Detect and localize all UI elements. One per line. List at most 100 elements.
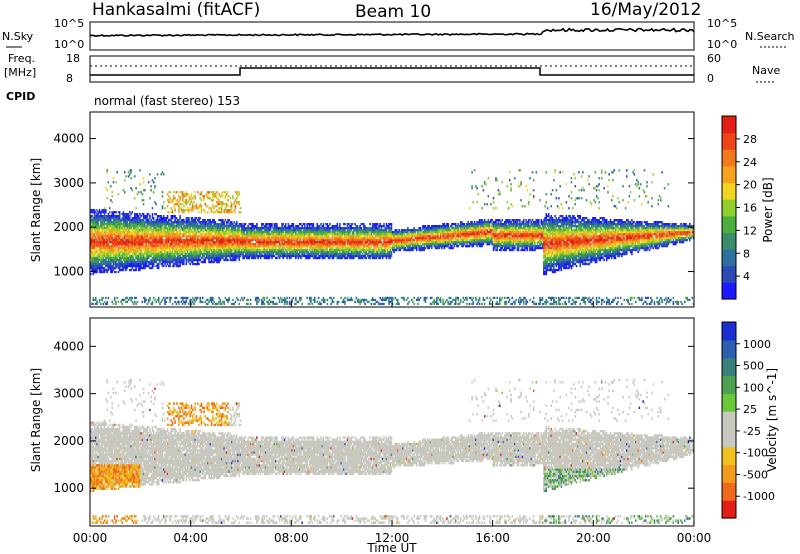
power-cell bbox=[199, 203, 202, 206]
power-cell bbox=[110, 250, 112, 254]
power-cell bbox=[139, 219, 141, 222]
power-cell bbox=[149, 173, 151, 176]
power-cell bbox=[117, 250, 120, 254]
power-cell bbox=[144, 252, 146, 256]
power-cell bbox=[176, 199, 179, 202]
power-cell bbox=[259, 239, 262, 242]
power-cell bbox=[121, 231, 124, 234]
power-cell bbox=[103, 252, 106, 256]
power-cell bbox=[228, 233, 230, 236]
power-cell bbox=[243, 256, 246, 260]
power-cell bbox=[100, 268, 102, 272]
power-cell bbox=[156, 215, 159, 218]
power-cell bbox=[155, 221, 157, 224]
power-cell bbox=[190, 201, 193, 204]
power-cell bbox=[280, 296, 282, 300]
power-cell bbox=[139, 252, 141, 256]
power-cell bbox=[149, 237, 151, 240]
power-cell bbox=[139, 169, 141, 172]
power-cell bbox=[220, 205, 223, 208]
power-cell bbox=[129, 239, 131, 242]
power-cell bbox=[344, 241, 346, 244]
power-cell bbox=[96, 217, 98, 220]
power-cell bbox=[190, 195, 193, 198]
power-cell bbox=[161, 205, 164, 208]
power-cell bbox=[159, 245, 161, 248]
power-cell bbox=[101, 233, 103, 236]
power-cell bbox=[121, 246, 124, 250]
power-cell bbox=[159, 302, 161, 306]
power-cell bbox=[135, 243, 137, 246]
power-cell bbox=[90, 217, 92, 220]
power-cell bbox=[136, 246, 139, 250]
power-cell bbox=[100, 231, 102, 234]
power-cell bbox=[127, 258, 130, 262]
power-cell bbox=[113, 250, 116, 254]
power-cell bbox=[156, 223, 159, 226]
power-cell bbox=[151, 225, 154, 228]
power-cell bbox=[157, 221, 160, 224]
power-cell bbox=[142, 246, 145, 250]
power-cell bbox=[276, 302, 278, 306]
power-cell bbox=[132, 219, 135, 222]
power-cell bbox=[124, 219, 126, 222]
power-cell bbox=[186, 237, 189, 240]
power-cell bbox=[96, 231, 98, 234]
power-cell bbox=[124, 256, 126, 260]
power-cell bbox=[194, 229, 196, 232]
power-cell bbox=[129, 264, 131, 268]
power-cell bbox=[98, 300, 101, 304]
power-cell bbox=[159, 225, 161, 228]
power-cell bbox=[157, 250, 160, 254]
power-cell bbox=[115, 235, 117, 238]
power-cell bbox=[98, 243, 101, 246]
power-cell bbox=[210, 223, 213, 226]
power-cell bbox=[93, 213, 96, 216]
power-cell bbox=[132, 235, 135, 238]
power-cell bbox=[286, 296, 288, 300]
power-cell bbox=[156, 233, 159, 236]
power-cell bbox=[124, 223, 126, 226]
power-cell bbox=[92, 254, 95, 258]
power-cell bbox=[140, 237, 142, 240]
power-cell bbox=[111, 229, 113, 232]
power-cell bbox=[157, 258, 160, 262]
power-cell bbox=[183, 262, 185, 266]
power-cell bbox=[131, 256, 134, 260]
power-cell bbox=[101, 235, 103, 238]
power-cell bbox=[134, 213, 136, 216]
power-cell bbox=[131, 229, 134, 232]
power-cell bbox=[90, 256, 92, 260]
power-cell bbox=[96, 227, 98, 230]
power-cell bbox=[228, 195, 230, 198]
power-cell bbox=[244, 223, 247, 226]
power-cell bbox=[113, 248, 116, 252]
power-cell bbox=[100, 250, 102, 254]
power-cell bbox=[126, 215, 129, 218]
power-cell bbox=[106, 245, 108, 248]
power-cell bbox=[247, 225, 249, 228]
power-cell bbox=[157, 215, 160, 218]
power-cell bbox=[344, 254, 346, 258]
power-cell bbox=[161, 225, 164, 228]
power-cell bbox=[140, 239, 142, 242]
power-cell bbox=[155, 245, 157, 248]
power-cell bbox=[118, 252, 121, 256]
power-cell bbox=[230, 205, 233, 208]
power-cell bbox=[129, 221, 131, 224]
power-cell bbox=[191, 205, 194, 208]
power-cell bbox=[166, 205, 169, 208]
power-cell bbox=[227, 205, 229, 208]
power-cell bbox=[103, 209, 106, 212]
power-cell bbox=[118, 225, 121, 228]
power-cell bbox=[184, 250, 186, 254]
power-cell bbox=[112, 239, 115, 242]
power-cell bbox=[96, 266, 98, 270]
power-cell bbox=[169, 197, 171, 200]
power-cell bbox=[203, 241, 205, 244]
power-cell bbox=[108, 252, 111, 256]
power-cell bbox=[120, 221, 122, 224]
power-cell bbox=[249, 302, 252, 306]
power-cell bbox=[238, 203, 241, 206]
power-cell bbox=[110, 256, 112, 260]
